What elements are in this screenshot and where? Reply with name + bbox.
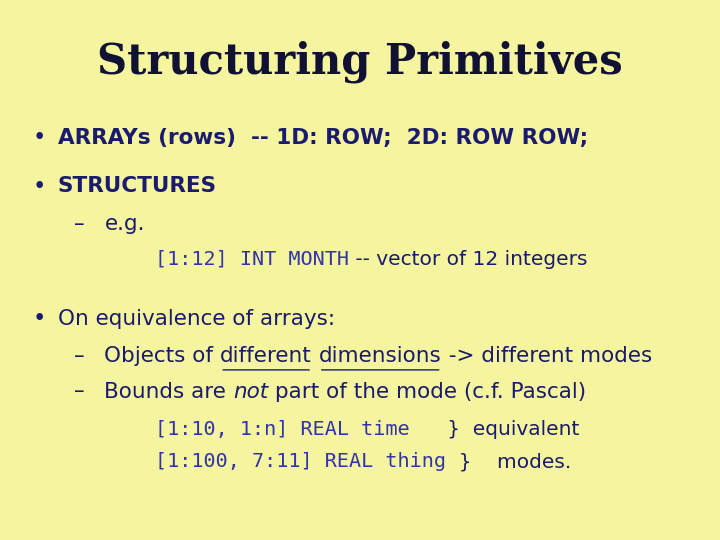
Text: –: – [74, 381, 85, 402]
Text: -> different modes: -> different modes [441, 346, 652, 367]
Text: }    modes.: } modes. [446, 452, 571, 471]
Text: –: – [74, 214, 85, 234]
Text: different: different [220, 346, 312, 367]
Text: dimensions: dimensions [319, 346, 441, 367]
Text: -- vector of 12 integers: -- vector of 12 integers [348, 249, 588, 269]
Text: •: • [32, 126, 46, 149]
Text: Structuring Primitives: Structuring Primitives [97, 41, 623, 83]
Text: On equivalence of arrays:: On equivalence of arrays: [58, 308, 335, 329]
Text: [1:100, 7:11] REAL thing: [1:100, 7:11] REAL thing [155, 452, 446, 471]
Text: not: not [233, 381, 269, 402]
Text: Bounds are: Bounds are [104, 381, 233, 402]
Text: [1:10, 1:n] REAL time: [1:10, 1:n] REAL time [155, 420, 410, 439]
Text: [1:12] INT MONTH: [1:12] INT MONTH [155, 249, 348, 269]
Text: •: • [32, 307, 46, 330]
Text: •: • [32, 175, 46, 198]
Text: part of the mode (c.f. Pascal): part of the mode (c.f. Pascal) [269, 381, 586, 402]
Text: –: – [74, 346, 85, 367]
Text: STRUCTURES: STRUCTURES [58, 176, 217, 197]
Text: e.g.: e.g. [104, 214, 145, 234]
Text: }  equivalent: } equivalent [410, 420, 580, 439]
Text: ARRAYs (rows)  -- 1D: ROW;  2D: ROW ROW;: ARRAYs (rows) -- 1D: ROW; 2D: ROW ROW; [58, 127, 588, 148]
Text: Objects of: Objects of [104, 346, 220, 367]
